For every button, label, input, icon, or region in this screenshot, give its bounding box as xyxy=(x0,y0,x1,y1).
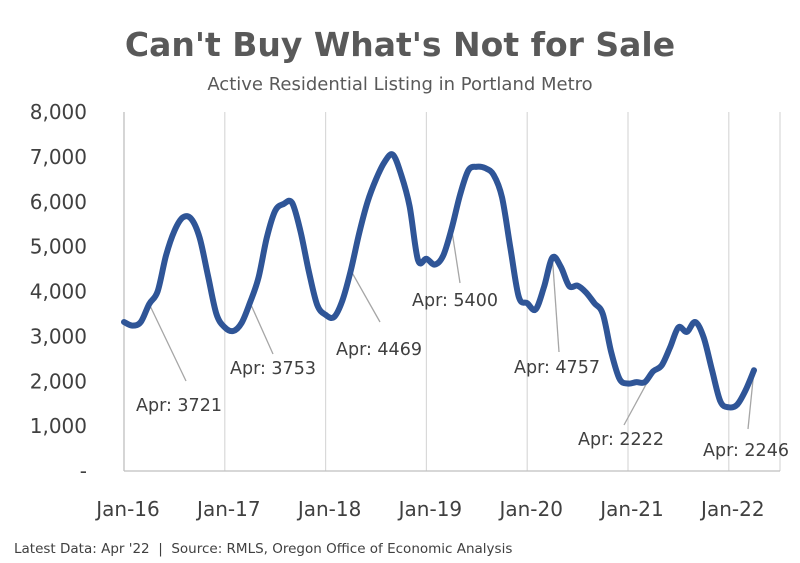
x-tick-label: Jan-16 xyxy=(94,497,160,521)
plot-series xyxy=(121,151,757,411)
x-tick-label: Jan-22 xyxy=(699,497,765,521)
source-note: Latest Data: Apr '22 | Source: RMLS, Ore… xyxy=(14,541,512,557)
x-tick-label: Jan-20 xyxy=(497,497,563,521)
annotation-leader-line xyxy=(450,228,461,284)
y-axis-tick-labels: - 1,000 2,000 3,000 4,000 5,000 6,000 7,000 8,00… xyxy=(30,100,87,483)
x-tick-label: Jan-19 xyxy=(397,497,463,521)
annotation-label: Apr: 4757 xyxy=(514,358,600,378)
chart-title: Can't Buy What's Not for Sale xyxy=(125,25,675,64)
y-tick-label: 1,000 xyxy=(30,414,87,438)
y-tick-label: 2,000 xyxy=(30,369,87,393)
y-tick-label: 4,000 xyxy=(30,280,87,304)
annotation-labels: Apr: 3721 Apr: 3753 Apr: 4469 Apr: 5400 Apr:… xyxy=(136,291,789,461)
annotation-leader-line xyxy=(249,302,274,355)
annotation-leader-line xyxy=(350,270,381,323)
x-tick-label: Jan-21 xyxy=(598,497,664,521)
annotation-label: Apr: 4469 xyxy=(336,340,422,360)
y-tick-label: 3,000 xyxy=(30,324,87,348)
annotation-leader-line xyxy=(551,257,560,353)
annotation-label: Apr: 2246 xyxy=(703,441,789,461)
y-tick-label: 8,000 xyxy=(30,100,87,124)
chart-subtitle: Active Residential Listing in Portland M… xyxy=(207,74,592,95)
annotation-label: Apr: 5400 xyxy=(412,291,498,311)
y-tick-label: 5,000 xyxy=(30,235,87,259)
gridlines xyxy=(123,112,781,471)
axes xyxy=(123,112,780,472)
annotation-label: Apr: 2222 xyxy=(578,430,664,450)
series-line xyxy=(121,151,757,411)
x-tick-label: Jan-18 xyxy=(296,497,362,521)
x-axis-tick-labels: Jan-16 Jan-17 Jan-18 Jan-19 Jan-20 Jan-21 Jan-… xyxy=(94,497,764,521)
y-tick-label: 6,000 xyxy=(30,190,87,214)
y-tick-label: - xyxy=(80,459,87,483)
x-tick-label: Jan-17 xyxy=(195,497,261,521)
annotation-leader-lines xyxy=(148,228,755,430)
annotation-leader-line xyxy=(148,303,187,382)
y-tick-label: 7,000 xyxy=(30,145,87,169)
annotation-label: Apr: 3753 xyxy=(230,359,316,379)
annotation-label: Apr: 3721 xyxy=(136,396,222,416)
